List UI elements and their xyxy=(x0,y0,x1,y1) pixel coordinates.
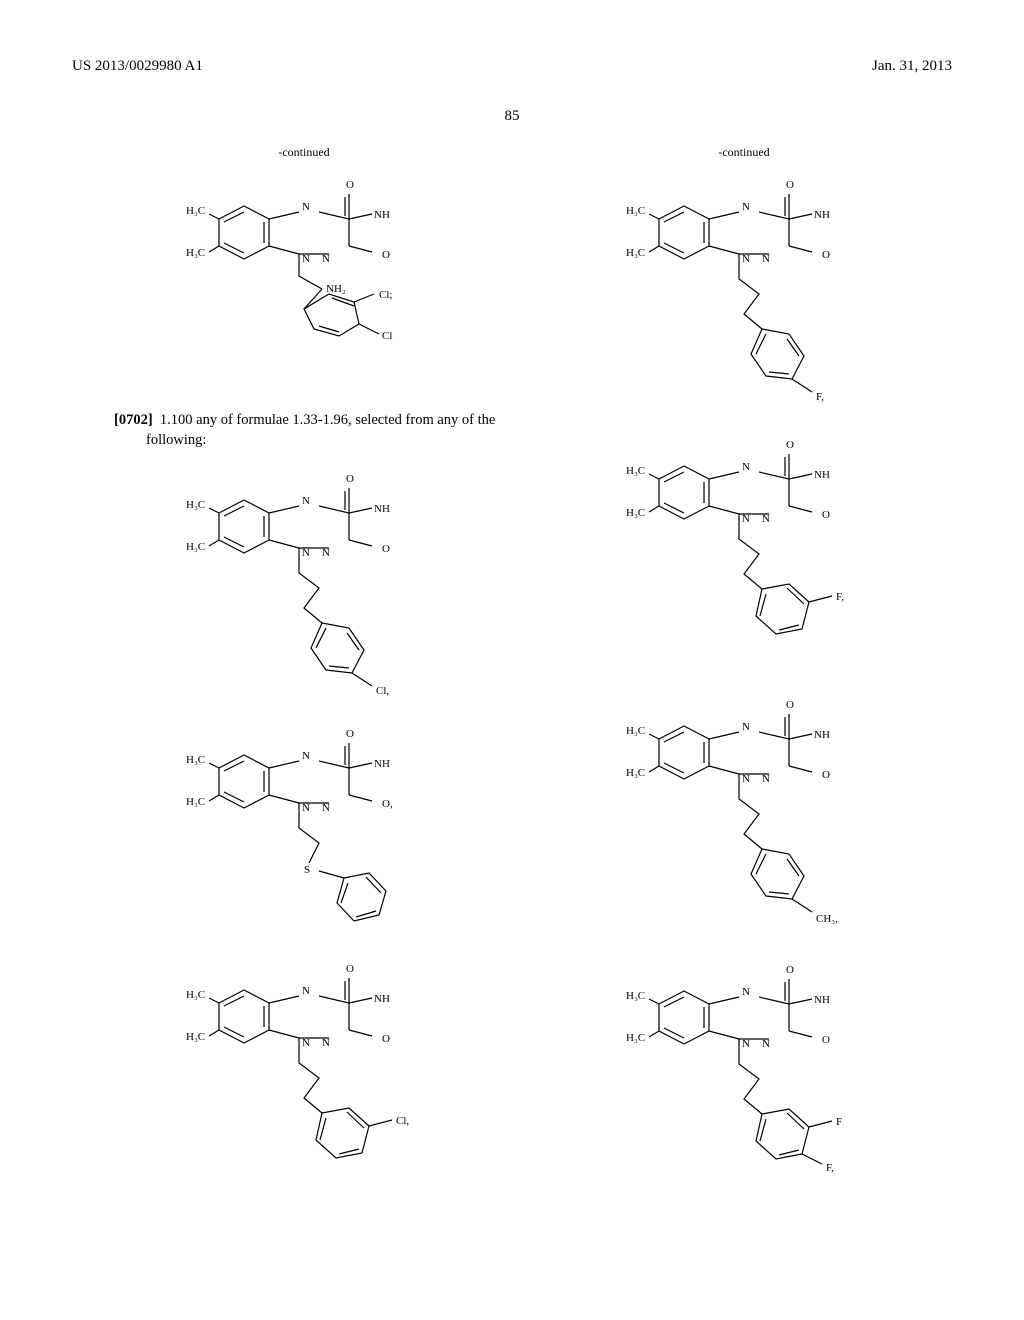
publication-number: US 2013/0029980 A1 xyxy=(72,58,203,75)
svg-text:N: N xyxy=(322,1037,330,1049)
svg-text:N: N xyxy=(302,547,310,559)
svg-text:O: O xyxy=(382,543,390,555)
svg-text:O: O xyxy=(822,769,830,781)
chemical-structure: H₃C H₃C N N NH N O O Cl, xyxy=(94,948,514,1198)
svg-text:N: N xyxy=(742,513,750,525)
svg-text:H₃C: H₃C xyxy=(186,247,205,259)
chemical-structure: H₃C H₃C N N NH N O O F, xyxy=(534,164,954,424)
svg-text:N: N xyxy=(742,773,750,785)
right-column: -continued H₃C H₃C N N NH N xyxy=(534,145,954,1214)
left-column: -continued xyxy=(94,145,514,1198)
svg-text:N: N xyxy=(302,201,310,213)
svg-text:H₃C: H₃C xyxy=(186,499,205,511)
svg-text:H₃C: H₃C xyxy=(626,247,645,259)
svg-text:N: N xyxy=(322,802,330,814)
svg-text:O: O xyxy=(346,963,354,975)
svg-text:NH: NH xyxy=(374,503,390,515)
svg-text:N: N xyxy=(302,495,310,507)
svg-text:O: O xyxy=(346,179,354,191)
svg-text:N: N xyxy=(762,253,770,265)
svg-text:N: N xyxy=(742,1038,750,1050)
svg-text:N: N xyxy=(762,1038,770,1050)
svg-text:O: O xyxy=(786,179,794,191)
svg-text:N: N xyxy=(762,773,770,785)
svg-text:N: N xyxy=(322,253,330,265)
svg-text:H₃C: H₃C xyxy=(186,989,205,1001)
paragraph-text: 1.100 any of formulae 1.33-1.96, selecte… xyxy=(146,412,495,448)
chemical-structure: H₃C H₃C N N NH N O O F, xyxy=(534,424,954,684)
svg-text:H₃C: H₃C xyxy=(626,725,645,737)
svg-text:N: N xyxy=(302,253,310,265)
svg-text:F,: F, xyxy=(836,591,844,603)
svg-text:Cl,: Cl, xyxy=(396,1115,409,1127)
chemical-structure: H₃C H₃C N N NH N O O F F, xyxy=(534,949,954,1214)
svg-text:NH: NH xyxy=(374,758,390,770)
svg-text:NH: NH xyxy=(814,469,830,481)
svg-text:N: N xyxy=(742,986,750,998)
svg-text:O: O xyxy=(382,1033,390,1045)
svg-text:Cl: Cl xyxy=(382,330,392,342)
chemical-structure: H₃C H₃C N N NH N O O Cl, xyxy=(94,458,514,713)
svg-text:O: O xyxy=(786,964,794,976)
svg-text:NH: NH xyxy=(814,209,830,221)
svg-text:H₃C: H₃C xyxy=(186,541,205,553)
chemical-structure: H₃C H₃C N N NH N O O, S xyxy=(94,713,514,948)
svg-text:H₃C: H₃C xyxy=(626,205,645,217)
svg-text:H₃C: H₃C xyxy=(626,767,645,779)
svg-text:N: N xyxy=(302,750,310,762)
svg-text:S: S xyxy=(304,864,310,876)
svg-text:N: N xyxy=(742,461,750,473)
svg-text:NH: NH xyxy=(374,993,390,1005)
publication-date: Jan. 31, 2013 xyxy=(872,58,952,75)
svg-text:N: N xyxy=(302,1037,310,1049)
chemical-structure: H₃C H₃C N N NH N O O CH₃, xyxy=(534,684,954,949)
svg-text:N: N xyxy=(762,513,770,525)
svg-text:Cl;: Cl; xyxy=(379,289,392,301)
svg-text:O: O xyxy=(382,249,390,261)
svg-text:N: N xyxy=(302,802,310,814)
svg-text:NH₂: NH₂ xyxy=(326,283,346,295)
page-number: 85 xyxy=(0,108,1024,125)
svg-text:CH₃,: CH₃, xyxy=(816,913,838,925)
svg-text:H₃C: H₃C xyxy=(186,754,205,766)
svg-text:H₃C: H₃C xyxy=(186,796,205,808)
svg-text:O: O xyxy=(786,699,794,711)
chemical-structure: H₃C H₃C N N NH N O O NH₂ Cl Cl; xyxy=(94,164,514,399)
page-header: US 2013/0029980 A1 Jan. 31, 2013 xyxy=(0,58,1024,75)
svg-text:F: F xyxy=(836,1116,842,1128)
svg-text:O: O xyxy=(822,509,830,521)
svg-text:N: N xyxy=(742,721,750,733)
svg-text:H₃C: H₃C xyxy=(626,507,645,519)
svg-text:H₃C: H₃C xyxy=(186,1031,205,1043)
svg-text:NH: NH xyxy=(814,729,830,741)
svg-text:F,: F, xyxy=(816,391,824,403)
svg-text:O: O xyxy=(822,1034,830,1046)
body-paragraph: [0702] 1.100 any of formulae 1.33-1.96, … xyxy=(94,411,514,450)
svg-text:H₃C: H₃C xyxy=(186,205,205,217)
svg-text:N: N xyxy=(322,547,330,559)
paragraph-number: [0702] xyxy=(114,412,153,428)
svg-text:N: N xyxy=(302,985,310,997)
continued-label-left: -continued xyxy=(94,145,514,160)
svg-text:O: O xyxy=(346,473,354,485)
svg-text:O: O xyxy=(786,439,794,451)
svg-text:N: N xyxy=(742,253,750,265)
svg-text:H₃C: H₃C xyxy=(626,465,645,477)
svg-text:O: O xyxy=(822,249,830,261)
svg-text:O: O xyxy=(346,728,354,740)
svg-text:H₃C: H₃C xyxy=(626,1032,645,1044)
svg-text:NH: NH xyxy=(814,994,830,1006)
svg-text:N: N xyxy=(742,201,750,213)
svg-text:Cl,: Cl, xyxy=(376,685,389,697)
svg-text:H₃C: H₃C xyxy=(626,990,645,1002)
svg-text:O,: O, xyxy=(382,798,393,810)
continued-label-right: -continued xyxy=(534,145,954,160)
svg-text:F,: F, xyxy=(826,1162,834,1174)
svg-text:NH: NH xyxy=(374,209,390,221)
